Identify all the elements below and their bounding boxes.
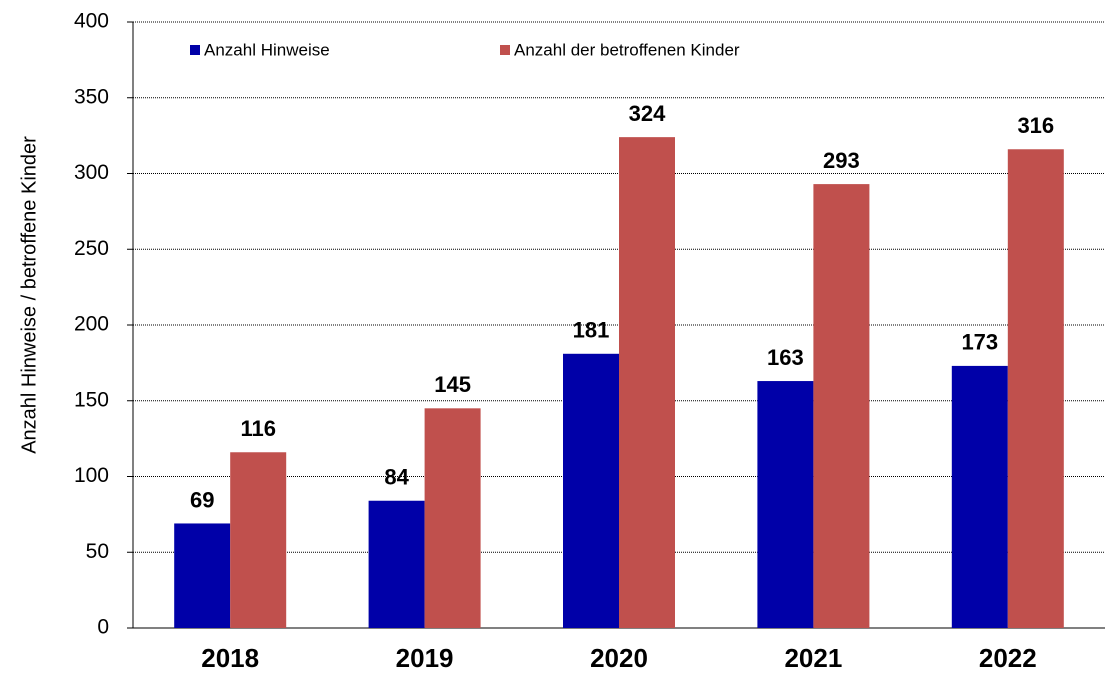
- data-label: 84: [384, 465, 409, 490]
- y-tick-label: 100: [74, 464, 109, 487]
- data-label: 116: [240, 416, 276, 441]
- data-label: 324: [629, 101, 666, 126]
- y-tick-label: 250: [74, 237, 109, 260]
- x-tick-label: 2022: [979, 643, 1037, 673]
- bar: [619, 137, 675, 628]
- bar: [951, 365, 1008, 628]
- x-tick-label: 2020: [590, 643, 648, 673]
- data-label: 293: [823, 148, 860, 173]
- bar: [368, 500, 425, 628]
- bar: [230, 452, 287, 628]
- y-tick-label: 400: [74, 10, 109, 33]
- data-label: 163: [767, 345, 804, 370]
- y-tick-label: 350: [74, 85, 109, 108]
- y-tick-label: 300: [74, 161, 109, 184]
- data-label: 69: [190, 487, 214, 512]
- bar: [563, 353, 619, 628]
- data-label: 316: [1017, 113, 1054, 138]
- bar: [757, 381, 814, 628]
- y-tick-label: 200: [74, 313, 109, 336]
- y-tick-label: 0: [97, 616, 109, 639]
- y-tick-label: 150: [74, 388, 109, 411]
- data-label: 145: [434, 372, 471, 397]
- legend-marker: [500, 45, 510, 55]
- data-label: 173: [961, 330, 998, 355]
- legend-label: Anzahl der betroffenen Kinder: [514, 40, 740, 59]
- bar: [1007, 149, 1064, 628]
- legend-label: Anzahl Hinweise: [204, 40, 330, 59]
- bar: [813, 184, 870, 629]
- x-tick-label: 2021: [784, 643, 842, 673]
- x-tick-label: 2018: [201, 643, 259, 673]
- y-tick-label: 50: [86, 540, 109, 563]
- bar: [174, 523, 231, 628]
- x-tick-label: 2019: [396, 643, 454, 673]
- data-label: 181: [573, 318, 610, 343]
- y-axis-label: Anzahl Hinweise / betroffene Kinder: [18, 136, 40, 454]
- legend-marker: [190, 45, 200, 55]
- bar: [424, 408, 481, 628]
